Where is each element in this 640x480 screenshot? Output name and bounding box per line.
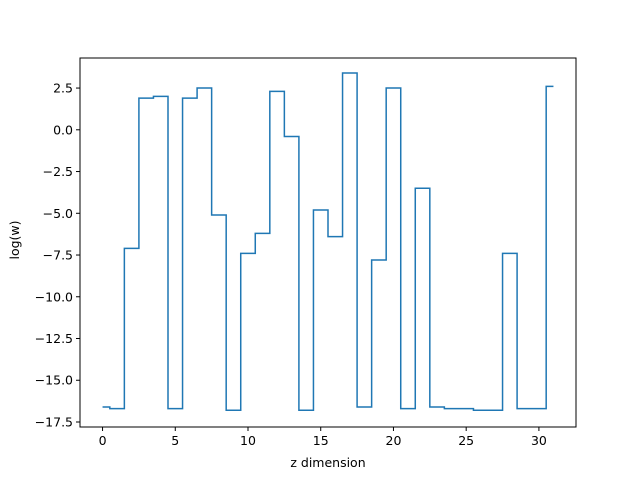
x-tick-label: 25 xyxy=(458,433,474,448)
x-tick-label: 0 xyxy=(99,433,107,448)
y-tick-label: −7.5 xyxy=(43,248,73,263)
series-line-0 xyxy=(102,72,554,412)
x-axis-label: z dimension xyxy=(290,455,365,470)
y-tick-label: 0.0 xyxy=(53,122,73,137)
y-tick-label: −5.0 xyxy=(43,206,73,221)
y-tick-label: −15.0 xyxy=(35,373,73,388)
x-tick-label: 15 xyxy=(313,433,329,448)
x-tick-label: 5 xyxy=(171,433,179,448)
y-tick-label: −17.5 xyxy=(35,414,73,429)
y-tick-label: −12.5 xyxy=(35,331,73,346)
axes-frame xyxy=(79,57,577,428)
y-tick-label: −10.0 xyxy=(35,289,73,304)
y-tick-label: −2.5 xyxy=(43,164,73,179)
y-axis-label: log(w) xyxy=(7,220,22,259)
plot-area xyxy=(102,72,554,412)
x-tick-label: 20 xyxy=(386,433,402,448)
x-tick-label: 10 xyxy=(240,433,256,448)
y-tick-label: 2.5 xyxy=(53,81,73,96)
axes: 0 5 10 15 20 25 30 2.5 0.0 −2.5 −5.0 −7.5 −10.0 −12.5… xyxy=(35,57,577,448)
x-tick-label: 30 xyxy=(531,433,547,448)
